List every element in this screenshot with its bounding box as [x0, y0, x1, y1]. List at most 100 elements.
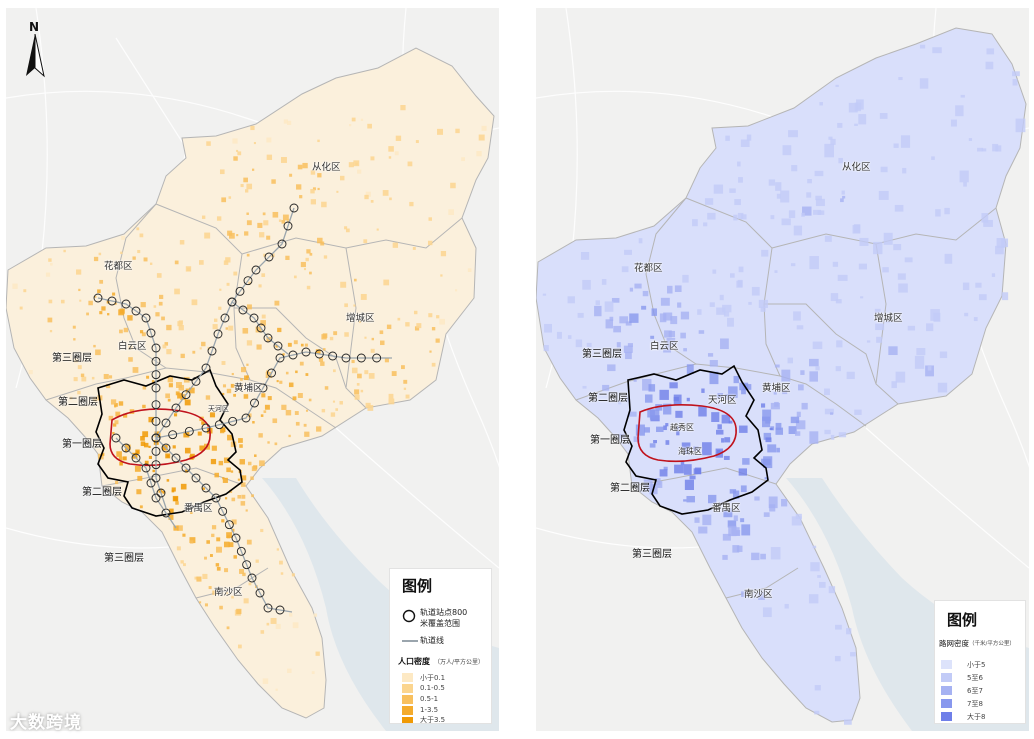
- rail-station-circle: [256, 323, 266, 333]
- population-density-dot: [272, 418, 278, 424]
- road-density-cell: [602, 384, 610, 391]
- road-density-cell: [724, 437, 731, 443]
- station-coverage-label-2: 米覆盖范围: [420, 619, 460, 628]
- road-density-cell: [844, 719, 852, 725]
- district-label-yuexiu: 越秀区: [670, 423, 694, 432]
- road-density-cell: [738, 468, 748, 476]
- population-density-dot: [159, 294, 164, 300]
- rail-station-circle: [151, 446, 161, 456]
- road-density-cell: [698, 526, 708, 534]
- road-density-cell: [762, 607, 772, 618]
- legend-class-1: 小于0.1: [420, 674, 446, 682]
- legend-title: 图例: [402, 577, 433, 595]
- rail-station-circle: [131, 453, 141, 463]
- population-density-dot: [196, 576, 202, 582]
- population-density-dot: [198, 260, 204, 265]
- road-density-cell: [815, 195, 822, 201]
- population-density-dot: [226, 532, 232, 539]
- population-density-dot: [371, 337, 375, 341]
- population-density-dot: [259, 460, 265, 467]
- road-density-cell: [838, 432, 847, 438]
- population-density-dot: [231, 497, 236, 502]
- road-density-cell: [683, 348, 687, 352]
- population-density-dot: [240, 501, 246, 506]
- population-density-dot: [206, 540, 210, 544]
- population-density-dot: [112, 431, 115, 435]
- road-density-cell: [1012, 71, 1020, 77]
- road-density-cell: [683, 464, 692, 475]
- road-density-cell: [882, 267, 889, 273]
- rail-station-circle: [372, 353, 382, 363]
- road-density-cell: [926, 323, 934, 332]
- road-density-cell: [795, 431, 801, 436]
- population-density-dot: [413, 310, 418, 315]
- road-density-cell: [837, 122, 843, 128]
- population-density-dot: [288, 382, 294, 388]
- road-density-cell: [665, 440, 670, 445]
- population-density-dot: [403, 379, 408, 384]
- population-density-dot: [243, 177, 248, 183]
- road-density-cell: [543, 345, 549, 352]
- road-density-cell: [656, 426, 664, 433]
- population-density-dot: [255, 559, 259, 563]
- road-density-cell: [727, 317, 734, 327]
- road-density-cell: [773, 391, 777, 395]
- road-density-unit: （千米/平方公里）: [969, 641, 1015, 647]
- road-density-cell: [814, 685, 821, 691]
- population-density-dot: [103, 373, 109, 380]
- road-density-cell: [643, 479, 653, 491]
- population-density-dot: [282, 214, 289, 221]
- population-density-dot: [389, 197, 392, 201]
- road-density-cell: [775, 427, 784, 435]
- road-density-cell: [1015, 118, 1026, 133]
- rail-line-swatch: [402, 640, 418, 642]
- rail-station-circle: [238, 305, 248, 315]
- road-density-cell: [728, 420, 733, 424]
- population-density-dot: [360, 293, 367, 300]
- population-density-dot: [370, 348, 375, 353]
- population-density-dot: [199, 601, 202, 604]
- population-density-dot: [166, 324, 172, 331]
- population-density-dot: [139, 505, 143, 509]
- population-density-dot: [140, 436, 145, 441]
- road-density-cell: [830, 412, 834, 415]
- population-density-dot: [440, 274, 443, 277]
- road-density-cell: [808, 594, 819, 604]
- road-density-cell: [741, 214, 747, 220]
- rail-station-circle: [184, 426, 194, 436]
- road-density-cell: [852, 225, 861, 234]
- population-density-dot: [409, 201, 414, 207]
- station-circle-icon: [402, 609, 416, 623]
- road-density-cell: [711, 412, 720, 422]
- road-density-cell: [604, 301, 614, 312]
- road-density-cell: [601, 278, 607, 285]
- population-density-dot: [115, 480, 119, 485]
- population-density-dot: [246, 253, 250, 257]
- road-density-cell: [796, 325, 804, 330]
- road-density-cell: [741, 524, 751, 536]
- ring-label-2-south: 第二圈层: [610, 483, 650, 494]
- rail-station-circle: [356, 353, 366, 363]
- population-density-dot: [360, 118, 364, 121]
- road-density-cell: [644, 427, 650, 433]
- north-label: N: [29, 20, 40, 34]
- population-density-dot: [305, 257, 309, 262]
- population-density-dot: [211, 445, 217, 451]
- population-density-dot: [197, 431, 202, 436]
- population-density-dot: [260, 630, 265, 634]
- road-density-cell: [840, 198, 844, 203]
- road-density-cell: [935, 209, 941, 217]
- population-density-dot: [131, 452, 138, 459]
- population-density-dot: [118, 401, 124, 406]
- population-density-dot: [226, 467, 231, 473]
- road-density-cell: [677, 302, 682, 308]
- road-density-cell: [791, 516, 802, 526]
- ring-label-3-north: 第三圈层: [582, 349, 622, 360]
- population-density-dot: [194, 576, 198, 580]
- road-density-cell: [577, 312, 584, 318]
- road-density-cell: [680, 332, 686, 339]
- rail-station-circle: [314, 349, 324, 359]
- road-density-cell: [633, 378, 637, 382]
- population-density-dot: [274, 442, 278, 446]
- population-density-dot: [92, 397, 98, 402]
